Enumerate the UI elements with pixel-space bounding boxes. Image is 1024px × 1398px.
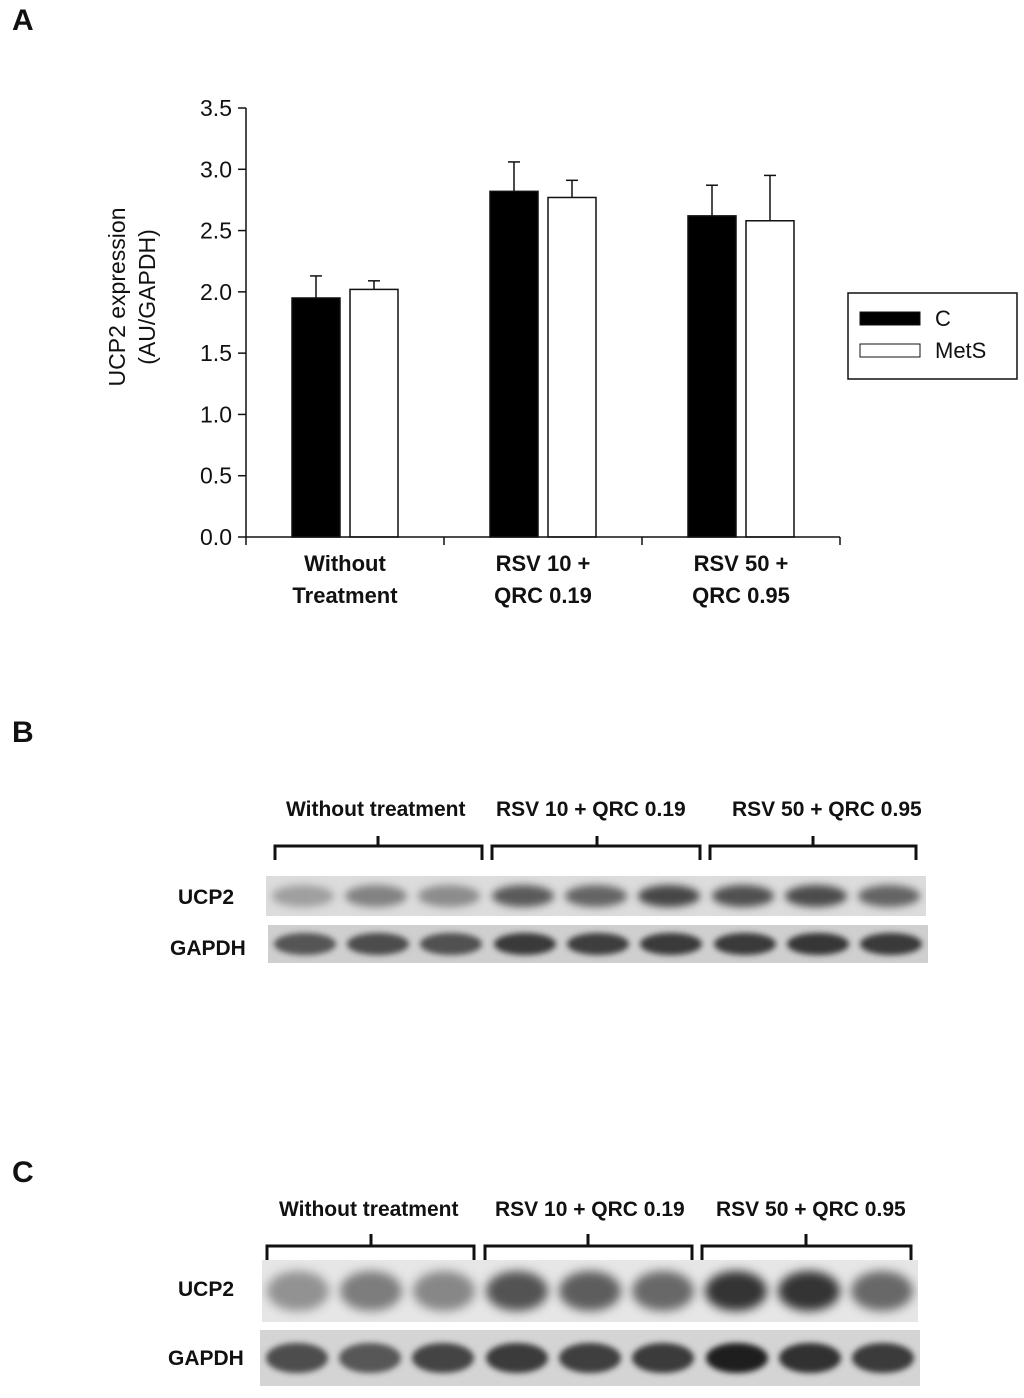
legend: C MetS xyxy=(847,292,1018,380)
panel-letter-a: A xyxy=(12,4,34,37)
bar-chart: UCP2 expression (AU/GAPDH) 0.0 0.5 1.0 1.5 2… xyxy=(104,95,1018,608)
blot-band xyxy=(638,885,701,907)
blot-band xyxy=(413,1270,476,1312)
bar-mets-2 xyxy=(745,220,795,538)
x-category-label: QRC 0.95 xyxy=(692,583,790,608)
y-axis-label-line1: UCP2 expression xyxy=(104,208,130,387)
blot-band xyxy=(786,932,850,956)
blot-band xyxy=(491,885,554,907)
blot-band xyxy=(632,1342,695,1374)
blot-band xyxy=(558,1342,622,1374)
x-category-label: RSV 10 + xyxy=(496,551,591,576)
legend-swatch-mets xyxy=(859,343,921,358)
y-tick-label: 2.5 xyxy=(200,218,232,244)
blot-c-group-without-treatment: Without treatment xyxy=(279,1198,459,1221)
blot-band xyxy=(265,1342,328,1374)
blot-band xyxy=(784,885,848,907)
blot-band xyxy=(631,1270,694,1312)
blot-b-row-label-gapdh: GAPDH xyxy=(170,937,246,960)
y-tick-label: 3.0 xyxy=(200,156,232,182)
blot-c-group-rsv10: RSV 10 + QRC 0.19 xyxy=(495,1198,685,1221)
blot-band xyxy=(705,1342,768,1374)
blot-c-gapdh-strip xyxy=(260,1330,920,1386)
blot-band xyxy=(713,932,776,956)
blot-band xyxy=(640,932,703,956)
blot-b-gapdh-strip xyxy=(268,925,928,963)
y-tick-label: 1.5 xyxy=(200,340,232,366)
blot-b-group-rsv50: RSV 50 + QRC 0.95 xyxy=(732,798,922,821)
y-tick-label: 3.5 xyxy=(200,95,232,121)
blot-band xyxy=(704,1270,767,1312)
blot-c-group-rsv50: RSV 50 + QRC 0.95 xyxy=(716,1198,906,1221)
blot-b-group-without-treatment: Without treatment xyxy=(286,798,466,821)
x-category-label: QRC 0.19 xyxy=(494,583,592,608)
legend-label-c: C xyxy=(935,306,951,331)
blot-band xyxy=(344,885,408,907)
blot-b-ucp2-strip xyxy=(266,876,926,916)
blot-band xyxy=(493,932,556,956)
blot-b-group-rsv10: RSV 10 + QRC 0.19 xyxy=(496,798,686,821)
panel-letter-c: C xyxy=(12,1156,34,1189)
blot-c-brackets xyxy=(265,1234,913,1260)
blot-band xyxy=(340,1270,403,1312)
x-category-label: Treatment xyxy=(292,583,398,608)
bar-c-2 xyxy=(687,215,737,538)
y-tick-label: 2.0 xyxy=(200,279,232,305)
blot-band xyxy=(338,1342,402,1374)
blot-band xyxy=(777,1270,840,1312)
blot-band xyxy=(271,885,334,907)
y-tick-label: 0.5 xyxy=(200,463,232,489)
blot-c-row-label-gapdh: GAPDH xyxy=(168,1347,244,1370)
x-category-label: Without xyxy=(304,551,386,576)
blot-band xyxy=(418,885,481,907)
blot-band xyxy=(486,1270,549,1312)
bar-mets-1 xyxy=(547,196,597,538)
blot-band xyxy=(850,1270,913,1312)
legend-label-mets: MetS xyxy=(935,338,986,363)
blot-band xyxy=(564,885,628,907)
bar-c-0 xyxy=(291,297,341,538)
blot-b-brackets xyxy=(273,836,918,860)
blot-band xyxy=(273,932,336,956)
blot-band xyxy=(412,1342,475,1374)
blot-band xyxy=(860,932,923,956)
y-tick-label: 1.0 xyxy=(200,401,232,427)
y-axis-label-line2: (AU/GAPDH) xyxy=(134,229,160,364)
blot-band xyxy=(420,932,483,956)
blot-b-row-label-ucp2: UCP2 xyxy=(178,886,235,909)
x-category-label: RSV 50 + xyxy=(694,551,789,576)
y-tick-label: 0.0 xyxy=(200,524,232,550)
blot-band xyxy=(711,885,774,907)
y-axis-label: UCP2 expression (AU/GAPDH) xyxy=(104,208,160,387)
blot-c-ucp2-strip xyxy=(262,1260,918,1322)
blot-band xyxy=(559,1270,621,1312)
bar-mets-0 xyxy=(349,288,399,538)
blot-band xyxy=(778,1342,842,1374)
blot-band xyxy=(485,1342,548,1374)
legend-swatch-c xyxy=(859,311,921,326)
blot-band xyxy=(346,932,410,956)
blot-c-row-label-ucp2: UCP2 xyxy=(178,1278,235,1301)
bar-c-1 xyxy=(489,190,539,538)
blot-band xyxy=(566,932,630,956)
panel-letter-b: B xyxy=(12,716,34,749)
blot-band xyxy=(267,1270,330,1312)
blot-band xyxy=(858,885,921,907)
blot-band xyxy=(852,1342,915,1374)
